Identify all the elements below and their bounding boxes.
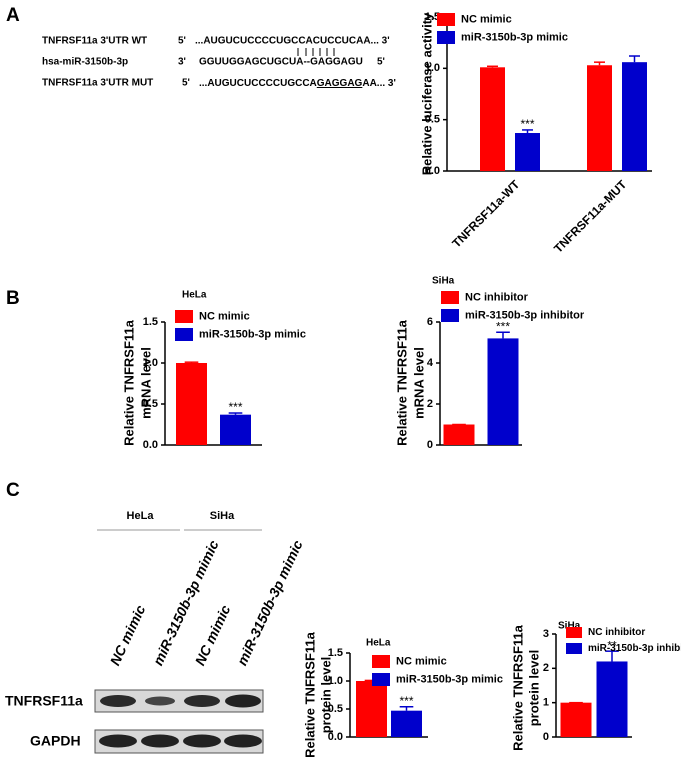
blot-group: SiHa [210,510,235,522]
bar [391,710,422,737]
y-tick-label: 1.5 [328,647,343,659]
legend-label: NC mimic [199,310,250,322]
legend-label: miR-3150b-3p inhibitor [465,309,585,321]
seq: ...AUGUCUCCCCUGCCACUCCUCAA... 3' [195,36,390,47]
panel-label: B [6,288,20,309]
blot-image [94,689,264,754]
significance: *** [399,694,413,708]
seq: GGUUGGAGCUGCUA--GAGGAGU [199,57,363,68]
bar [220,414,251,445]
bar [487,338,519,445]
lane-label: miR-3150b-3p mimic [234,537,306,667]
seq-end: 5' [377,57,385,68]
lane-label: NC mimic [192,602,234,667]
y-tick-label: 1.0 [328,675,343,687]
bar [622,62,647,171]
y-axis-label: Relative TNFRSF11a [302,631,317,757]
y-axis-label: Relative TNFRSF11a [121,319,136,445]
y-axis-label: mRNA level [138,347,153,419]
chart-title: SiHa [432,276,455,287]
y-tick-label: 2 [427,398,433,410]
y-tick-label: 0.0 [143,439,158,451]
seq-mutated: GAGGAG [317,78,363,89]
y-tick-label: 0.5 [328,703,343,715]
y-tick-label: 1.0 [143,357,158,369]
legend-swatch [437,13,455,26]
bar [480,67,505,171]
chart-title: HeLa [182,290,207,301]
blot-row-label: TNFRSF11a [5,693,83,709]
y-tick-label: 0.0 [328,731,343,743]
y-tick-label: 0 [427,439,433,451]
legend-label: NC mimic [461,13,512,25]
bar [356,681,387,737]
y-tick-label: 6 [427,316,433,328]
legend-label: miR-3150b-3p mimic [199,328,306,340]
x-tick-label: TNFRSF11a-MUT [551,177,630,256]
y-tick-label: 1.5 [143,316,158,328]
y-tick-label: 1.5 [425,11,440,23]
y-axis-label: Relative luciferase activity [419,12,434,175]
legend-label: miR-3150b-3p mimic [461,31,568,43]
pairing-lines [297,48,335,56]
legend-swatch [441,291,459,304]
seq: ...AUGUCUCCCCUGCCAGAGGAGAA... 3' [199,78,396,89]
chart-title: SiHa [558,621,581,632]
seq-part: AA... 3' [362,78,396,89]
y-axis-label: mRNA level [411,347,426,419]
bar [443,424,475,445]
bar [560,702,592,737]
legend-swatch [566,643,582,654]
legend-label: NC inhibitor [465,291,529,303]
bar [587,65,612,171]
seq-label: TNFRSF11a 3'UTR WT [42,36,147,47]
y-tick-label: 0.5 [143,398,158,410]
x-tick-label: TNFRSF11a-WT [449,177,523,251]
y-tick-label: 4 [427,357,434,369]
y-tick-label: 1.0 [425,62,440,74]
significance: *** [496,319,510,333]
y-tick-label: 3 [543,628,549,640]
y-tick-label: 0 [543,731,549,743]
legend-swatch [437,31,455,44]
seq-end: 5' [178,36,186,47]
y-tick-label: 2 [543,662,549,674]
seq-end: 5' [182,78,190,89]
legend-swatch [175,328,193,341]
bar [176,363,207,445]
bar [596,661,628,737]
significance: *** [520,117,534,131]
y-tick-label: 1 [543,697,549,709]
legend-label: NC inhibitor [588,627,645,638]
legend-swatch [175,310,193,323]
seq-label: TNFRSF11a 3'UTR MUT [42,78,153,89]
y-axis-label: Relative TNFRSF11a [394,319,409,445]
panel-label: C [6,480,20,501]
panel-label: A [6,5,20,26]
seq-label: hsa-miR-3150b-3p [42,57,128,68]
lane-labels: NC mimic miR-3150b-3p mimic NC mimic miR… [107,537,306,667]
chart-title: HeLa [366,638,391,649]
lane-label: NC mimic [107,602,149,667]
seq-part: ...AUGUCUCCCCUGCCA [199,78,317,89]
legend-label: miR-3150b-3p mimic [396,673,503,685]
legend-label: miR-3150b-3p inhibitor [588,643,681,654]
legend-swatch [372,655,390,668]
legend-label: NC mimic [396,655,447,667]
y-axis-label: protein level [526,650,541,727]
y-tick-label: 0.5 [425,114,440,126]
seq-end: 3' [178,57,186,68]
blot-group: HeLa [127,510,155,522]
y-axis-label: protein level [318,657,333,734]
bar [515,133,540,171]
significance: ** [607,638,617,652]
y-tick-label: 0.0 [425,165,440,177]
legend-swatch [441,309,459,322]
legend-swatch [566,627,582,638]
blot-row-label: GAPDH [30,733,81,749]
legend-swatch [372,673,390,686]
significance: *** [228,400,242,414]
y-axis-label: Relative TNFRSF11a [510,624,525,750]
